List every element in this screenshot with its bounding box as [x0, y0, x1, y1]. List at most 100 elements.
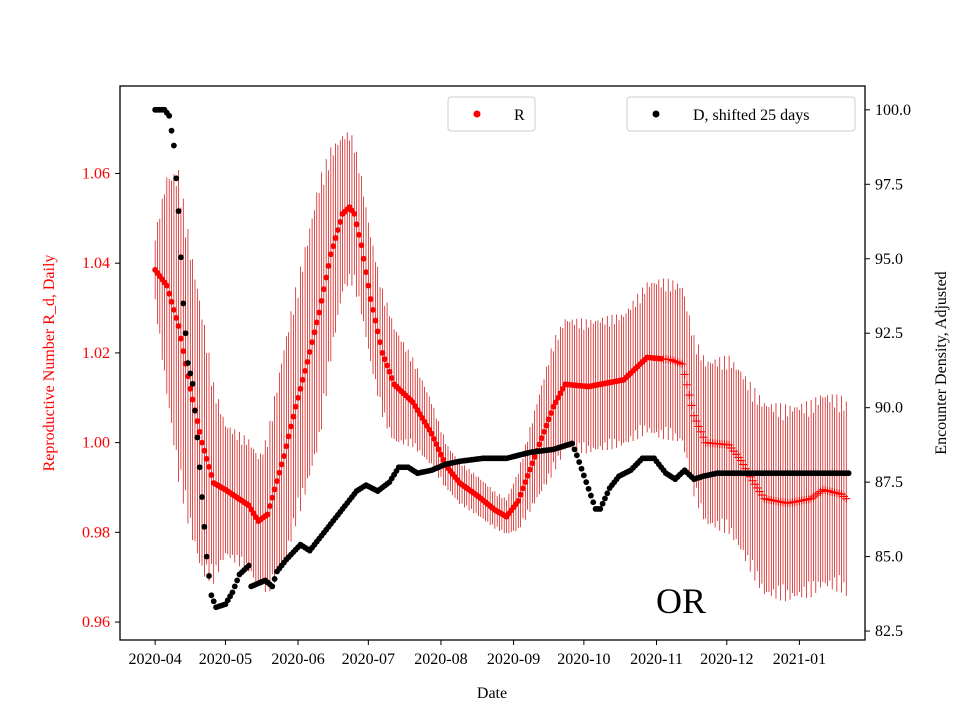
r-point: [320, 286, 327, 293]
r-point: [379, 350, 386, 356]
r-point: [377, 339, 383, 346]
right-y-tick-label: 85.0: [875, 549, 903, 566]
r-point: [538, 435, 545, 442]
r-point: [531, 454, 538, 460]
d-point: [583, 479, 590, 486]
r-point-plus: [697, 427, 706, 436]
r-point: [299, 376, 306, 383]
r-point: [304, 358, 311, 365]
left-y-axis: 0.96 0.98 1.00 1.02 1.04 1.06: [82, 165, 120, 631]
d-point: [194, 434, 201, 441]
d-point: [569, 440, 576, 447]
left-y-tick-label: 1.00: [82, 435, 110, 452]
r-point-plus: [694, 422, 703, 431]
legend-d: D, shifted 25 days: [626, 96, 856, 132]
r-point: [529, 460, 536, 467]
right-y-tick-label: 82.5: [875, 623, 903, 640]
r-point: [557, 390, 564, 397]
r-point: [278, 461, 285, 468]
d-point: [192, 407, 198, 414]
left-y-tick-label: 1.02: [82, 345, 110, 362]
r-point: [194, 418, 201, 424]
left-y-tick-label: 1.04: [82, 255, 110, 272]
d-point: [196, 464, 203, 471]
right-y-tick-label: 100.0: [875, 102, 911, 119]
r-point: [438, 451, 444, 458]
r-point: [360, 255, 367, 262]
legend-r-box: [447, 96, 536, 132]
d-point: [180, 300, 187, 307]
x-tick-label: 2020-07: [342, 651, 395, 668]
r-point-plus: [689, 411, 698, 420]
d-point: [578, 465, 585, 472]
r-point-plus: [739, 460, 748, 469]
d-point: [175, 208, 182, 214]
r-point: [330, 243, 337, 250]
r-point: [559, 385, 566, 392]
left-y-tick-label: 0.96: [82, 614, 110, 631]
r-point: [203, 455, 210, 462]
plot-frame: [119, 85, 866, 641]
r-point: [302, 367, 308, 374]
d-point: [187, 370, 194, 377]
d-point: [599, 500, 606, 507]
r-point: [313, 319, 320, 326]
r-point: [555, 394, 561, 401]
r-point-plus: [685, 391, 694, 400]
r-point: [552, 399, 559, 406]
x-axis: 2020-04 2020-05 2020-06 2020-07 2020-08 2020-…: [128, 640, 826, 668]
d-point: [210, 598, 217, 605]
r-point: [173, 315, 180, 321]
r-series: [152, 204, 851, 525]
r-point: [334, 227, 341, 233]
x-tick-label: 2021-01: [773, 651, 826, 668]
d-point: [604, 490, 611, 497]
r-point-plus: [680, 370, 689, 379]
x-tick-label: 2020-11: [630, 651, 683, 668]
r-point: [536, 441, 543, 448]
legend-d-box: [626, 96, 856, 132]
r-point: [440, 456, 447, 463]
r-point: [267, 503, 273, 509]
r-point: [374, 328, 381, 335]
right-y-axis-label: Encounter Density, Adjusted: [933, 271, 950, 454]
r-point: [309, 339, 316, 346]
x-tick-label: 2020-09: [487, 651, 540, 668]
d-point: [173, 175, 180, 182]
d-point: [182, 330, 189, 337]
r-point: [428, 430, 435, 437]
r-point: [306, 349, 313, 355]
r-point: [386, 368, 393, 375]
d-point: [166, 112, 173, 119]
r-point: [201, 447, 208, 454]
x-tick-label: 2020-06: [271, 651, 324, 668]
right-y-axis: 82.5 85.0 87.5 90.0 92.5 95.0 97.5 100.0: [865, 102, 911, 640]
r-point: [318, 297, 325, 304]
r-point: [327, 251, 334, 258]
r-point-plus: [736, 456, 745, 465]
r-point: [381, 356, 388, 363]
d-point: [571, 446, 578, 453]
r-error-bars: [154, 132, 847, 602]
r-point-plus: [699, 433, 708, 442]
r-point-plus: [678, 360, 687, 369]
right-y-tick-label: 87.5: [875, 474, 903, 491]
legend-d-label: D, shifted 25 days: [693, 107, 809, 124]
r-point: [431, 435, 437, 442]
r-point: [515, 498, 522, 504]
r-point: [276, 469, 283, 476]
r-point: [388, 375, 395, 381]
r-point: [288, 423, 294, 430]
r-point: [163, 282, 170, 289]
d-point: [585, 485, 592, 492]
r-point: [433, 441, 440, 448]
r-point-plus: [687, 401, 696, 410]
r-point: [269, 494, 276, 501]
r-point: [175, 323, 182, 329]
r-point: [196, 428, 203, 435]
r-point: [550, 403, 557, 410]
r-point: [311, 329, 318, 336]
x-tick-label: 2020-10: [557, 651, 610, 668]
d-point: [573, 452, 580, 459]
